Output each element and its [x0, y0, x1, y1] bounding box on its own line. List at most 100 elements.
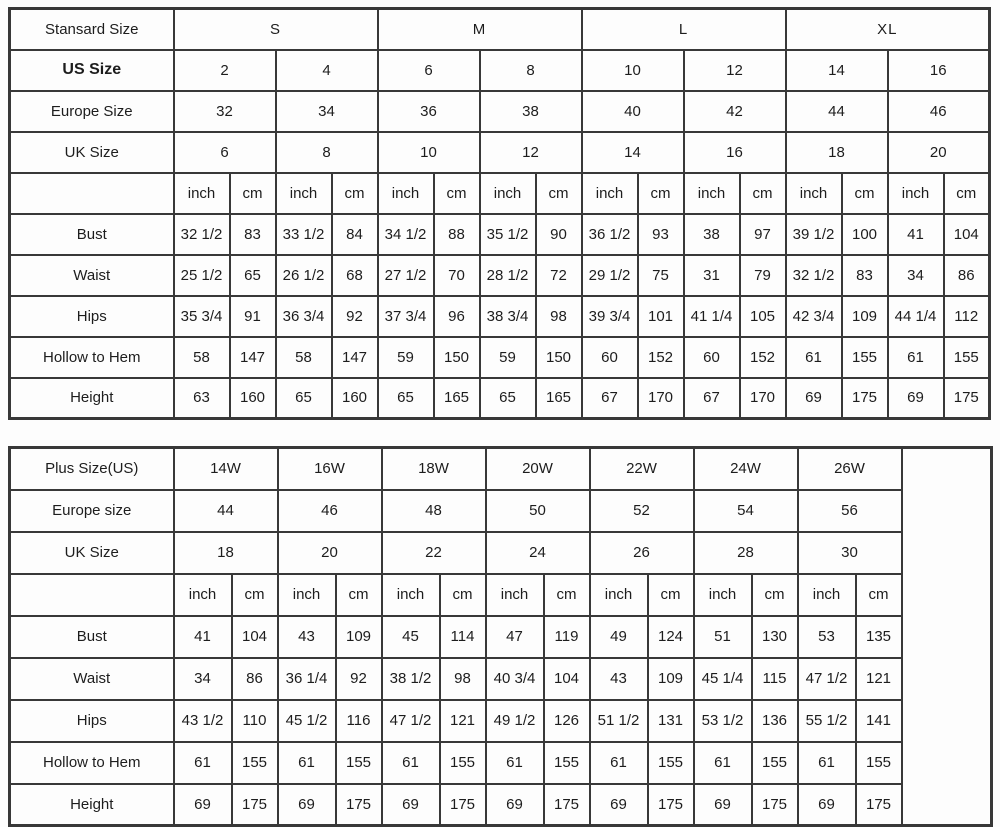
measurement-value-cell: 96 [432, 294, 481, 338]
measurement-value-cell: 47 1/2 [796, 656, 857, 701]
size-value-cell: 44 [784, 89, 889, 133]
measurement-value-cell: 131 [646, 698, 695, 743]
measurement-value-cell: 104 [230, 614, 279, 659]
measurement-value-cell: 136 [750, 698, 799, 743]
unit-header-inch: inch [784, 171, 843, 215]
measurement-value-cell: 63 [172, 376, 231, 420]
measurement-value-cell: 86 [230, 656, 279, 701]
measurement-value-cell: 110 [230, 698, 279, 743]
unit-header-inch: inch [376, 171, 435, 215]
size-value-cell: 28 [692, 530, 799, 575]
unit-header-inch: inch [588, 572, 649, 617]
measurement-value-cell: 37 3/4 [376, 294, 435, 338]
measurement-value-cell: 41 [886, 212, 945, 256]
measurement-value-cell: 61 [692, 740, 753, 785]
unit-header-inch: inch [274, 171, 333, 215]
measurement-value-cell: 65 [274, 376, 333, 420]
size-value-cell: 12 [682, 48, 787, 92]
measurement-value-cell: 41 [172, 614, 233, 659]
measurement-value-cell: 43 [276, 614, 337, 659]
measurement-value-cell: 115 [750, 656, 799, 701]
measurement-value-cell: 141 [854, 698, 903, 743]
measurement-value-cell: 45 [380, 614, 441, 659]
measurement-value-cell: 69 [172, 782, 233, 827]
unit-header-cm: cm [334, 572, 383, 617]
measurement-value-cell: 155 [438, 740, 487, 785]
measurement-value-cell: 53 1/2 [692, 698, 753, 743]
measurement-value-cell: 29 1/2 [580, 253, 639, 297]
measurement-value-cell: 38 [682, 212, 741, 256]
measurement-value-cell: 175 [542, 782, 591, 827]
row-label: Waist [8, 656, 175, 701]
size-value-cell: 26 [588, 530, 695, 575]
measurement-value-cell: 69 [380, 782, 441, 827]
row-label: Hips [8, 698, 175, 743]
measurement-value-cell: 104 [542, 656, 591, 701]
measurement-value-cell: 47 1/2 [380, 698, 441, 743]
measurement-value-cell: 25 1/2 [172, 253, 231, 297]
unit-header-cm: cm [636, 171, 685, 215]
unit-header-inch: inch [682, 171, 741, 215]
corner-label: Stansard Size [8, 7, 175, 51]
size-group-header: 26W [796, 446, 903, 491]
measurement-value-cell: 59 [376, 335, 435, 379]
measurement-value-cell: 147 [228, 335, 277, 379]
measurement-value-cell: 109 [646, 656, 695, 701]
measurement-value-cell: 175 [750, 782, 799, 827]
size-value-cell: 38 [478, 89, 583, 133]
measurement-value-cell: 59 [478, 335, 537, 379]
measurement-value-cell: 32 1/2 [172, 212, 231, 256]
measurement-value-cell: 44 1/4 [886, 294, 945, 338]
measurement-value-cell: 51 [692, 614, 753, 659]
unit-row-blank [8, 572, 175, 617]
measurement-value-cell: 40 3/4 [484, 656, 545, 701]
measurement-value-cell: 175 [438, 782, 487, 827]
measurement-value-cell: 121 [854, 656, 903, 701]
measurement-value-cell: 170 [738, 376, 787, 420]
size-value-cell: 16 [682, 130, 787, 174]
measurement-value-cell: 98 [438, 656, 487, 701]
measurement-value-cell: 58 [172, 335, 231, 379]
row-label: UK Size [8, 130, 175, 174]
size-group-header: 20W [484, 446, 591, 491]
measurement-value-cell: 60 [580, 335, 639, 379]
measurement-value-cell: 69 [796, 782, 857, 827]
measurement-value-cell: 105 [738, 294, 787, 338]
size-value-cell: 24 [484, 530, 591, 575]
measurement-value-cell: 98 [534, 294, 583, 338]
measurement-value-cell: 61 [588, 740, 649, 785]
unit-header-cm: cm [854, 572, 903, 617]
measurement-value-cell: 61 [172, 740, 233, 785]
measurement-value-cell: 160 [330, 376, 379, 420]
measurement-value-cell: 130 [750, 614, 799, 659]
measurement-value-cell: 155 [854, 740, 903, 785]
measurement-value-cell: 155 [942, 335, 991, 379]
unit-header-inch: inch [692, 572, 753, 617]
measurement-value-cell: 83 [840, 253, 889, 297]
size-value-cell: 8 [478, 48, 583, 92]
measurement-value-cell: 49 1/2 [484, 698, 545, 743]
measurement-value-cell: 175 [942, 376, 991, 420]
measurement-value-cell: 126 [542, 698, 591, 743]
unit-header-inch: inch [478, 171, 537, 215]
measurement-value-cell: 93 [636, 212, 685, 256]
size-value-cell: 18 [784, 130, 889, 174]
size-value-cell: 42 [682, 89, 787, 133]
size-value-cell: 20 [886, 130, 991, 174]
size-value-cell: 8 [274, 130, 379, 174]
measurement-value-cell: 36 1/2 [580, 212, 639, 256]
size-value-cell: 44 [172, 488, 279, 533]
measurement-value-cell: 65 [478, 376, 537, 420]
measurement-value-cell: 61 [380, 740, 441, 785]
measurement-value-cell: 160 [228, 376, 277, 420]
row-label: Height [8, 376, 175, 420]
size-value-cell: 14 [784, 48, 889, 92]
measurement-value-cell: 100 [840, 212, 889, 256]
measurement-value-cell: 42 3/4 [784, 294, 843, 338]
measurement-value-cell: 165 [534, 376, 583, 420]
unit-header-cm: cm [534, 171, 583, 215]
measurement-value-cell: 104 [942, 212, 991, 256]
measurement-value-cell: 31 [682, 253, 741, 297]
measurement-value-cell: 35 1/2 [478, 212, 537, 256]
